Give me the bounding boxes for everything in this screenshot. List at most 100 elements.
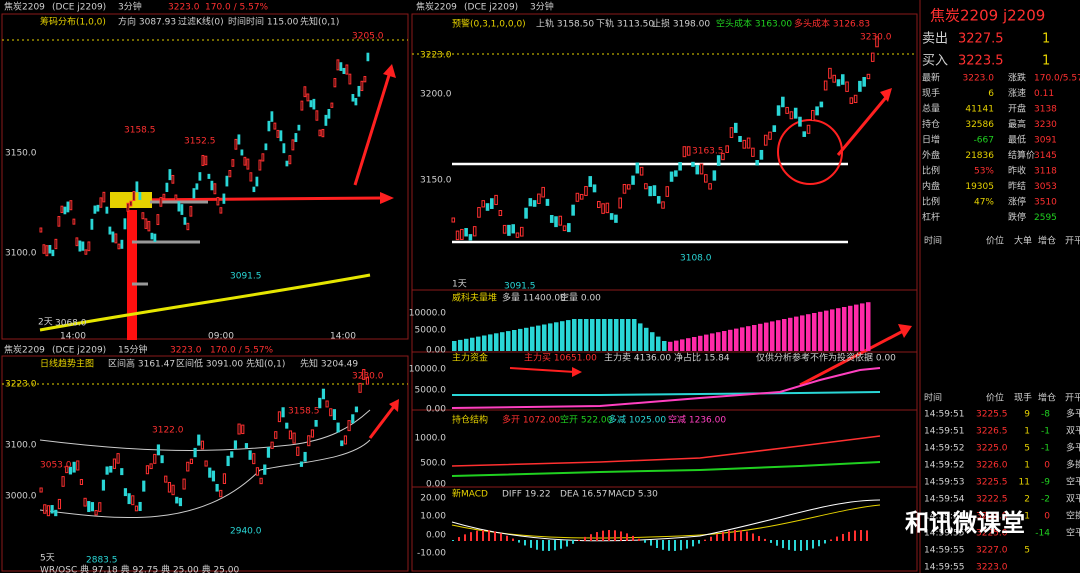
macd-bar bbox=[860, 530, 862, 541]
candle bbox=[197, 434, 201, 446]
subpanel-title: 威科夫量堆 bbox=[452, 292, 497, 304]
candle bbox=[277, 411, 282, 423]
volume-bar bbox=[638, 323, 643, 351]
volume-bar bbox=[566, 320, 571, 351]
decor bbox=[2, 39, 917, 542]
candle bbox=[226, 455, 230, 467]
volume-bar bbox=[824, 310, 829, 351]
candle bbox=[588, 176, 593, 187]
candle bbox=[60, 205, 64, 213]
macd-bar bbox=[482, 530, 484, 541]
candle bbox=[116, 453, 120, 464]
candle bbox=[198, 172, 202, 181]
candle bbox=[545, 198, 550, 206]
subpanel-title: 多开 1072.00 bbox=[502, 414, 560, 426]
candle bbox=[712, 170, 717, 181]
y-tick-label: 3100.0 bbox=[5, 249, 37, 259]
y-tick-label: 1000.0 bbox=[415, 434, 447, 444]
indicator-label: 区间高 3161.47 bbox=[108, 358, 175, 370]
candle bbox=[541, 186, 545, 198]
macd-bar bbox=[848, 531, 850, 541]
candle bbox=[129, 200, 133, 207]
indicator-label: 过滤K线(0) bbox=[178, 16, 224, 28]
candle bbox=[351, 414, 355, 424]
tick-cell: 14:59:54 bbox=[924, 495, 965, 505]
candle bbox=[342, 67, 346, 75]
candle bbox=[832, 74, 836, 83]
macd-bar bbox=[812, 540, 814, 549]
volume-bar bbox=[788, 317, 793, 351]
indicator-label: 筹码分布(1,0,0) bbox=[40, 16, 106, 28]
candle bbox=[455, 230, 460, 241]
candle bbox=[105, 206, 109, 214]
volume-bar bbox=[674, 340, 679, 351]
price-label: 3122.0 bbox=[152, 426, 184, 436]
candle bbox=[131, 495, 135, 506]
macd-bar bbox=[656, 540, 658, 548]
volume-bar bbox=[776, 320, 781, 351]
candle bbox=[75, 237, 79, 247]
tick-cell: 3225.5 bbox=[976, 410, 1008, 420]
tick-cell: 3222.5 bbox=[976, 495, 1008, 505]
candle bbox=[297, 124, 301, 131]
macd-bar bbox=[554, 540, 556, 551]
macd-bar bbox=[644, 540, 646, 543]
volume-bar bbox=[728, 329, 733, 351]
candle bbox=[105, 466, 109, 475]
candle bbox=[171, 174, 175, 184]
candle bbox=[695, 164, 700, 175]
candle bbox=[54, 238, 58, 250]
candle bbox=[259, 477, 263, 485]
candle bbox=[840, 74, 845, 85]
candle bbox=[303, 451, 307, 462]
candle bbox=[244, 443, 249, 449]
candle bbox=[558, 215, 563, 226]
candle bbox=[360, 80, 364, 92]
macd-bar bbox=[776, 540, 778, 546]
tick-cell: -1 bbox=[1041, 427, 1050, 437]
candle bbox=[189, 205, 193, 217]
candle bbox=[776, 105, 781, 116]
volume-bar bbox=[830, 309, 835, 351]
macd-bar bbox=[452, 540, 454, 541]
macd-bar bbox=[518, 540, 520, 543]
volume-bar bbox=[470, 337, 475, 351]
volume-bar bbox=[692, 337, 697, 351]
subpanel-title: DEA 16.57 bbox=[560, 490, 607, 500]
price-label: 3230.0 bbox=[860, 33, 892, 43]
table-header: 增仓 bbox=[1038, 392, 1056, 404]
candle bbox=[182, 478, 186, 490]
y-tick-label: 0.00 bbox=[426, 480, 446, 490]
volume-bar bbox=[578, 319, 583, 351]
candle bbox=[686, 146, 691, 156]
candle bbox=[451, 217, 456, 223]
tick-cell: -1 bbox=[1041, 444, 1050, 454]
candle bbox=[109, 465, 113, 473]
candle bbox=[324, 114, 328, 126]
panel-header: 焦炭2209 bbox=[4, 1, 45, 13]
macd-bar bbox=[854, 530, 856, 541]
subpanel-title: 空量 0.00 bbox=[560, 292, 601, 304]
quote-value: 2595 bbox=[1034, 213, 1057, 223]
quote-value: 21836 bbox=[965, 151, 994, 161]
subpanel-title: DIFF 19.22 bbox=[502, 490, 551, 500]
watermark: 和讯微课堂 bbox=[905, 509, 1025, 537]
volume-bar bbox=[590, 319, 595, 351]
candle bbox=[142, 480, 146, 492]
candle bbox=[123, 218, 127, 230]
candle bbox=[87, 241, 91, 252]
candle bbox=[682, 146, 687, 158]
tick-cell: 多平 bbox=[1066, 408, 1080, 420]
candle bbox=[348, 73, 352, 85]
candle bbox=[635, 162, 640, 174]
candle bbox=[823, 80, 828, 91]
quote-value: 3118 bbox=[1034, 167, 1057, 177]
candle bbox=[243, 156, 247, 166]
table-header: 价位 bbox=[986, 235, 1004, 247]
volume-bar bbox=[746, 326, 751, 351]
volume-bar bbox=[818, 311, 823, 351]
candle bbox=[806, 124, 811, 134]
tick-cell: 3226.5 bbox=[976, 427, 1008, 437]
quote-label: 持仓 bbox=[922, 118, 940, 130]
candle bbox=[255, 467, 260, 476]
